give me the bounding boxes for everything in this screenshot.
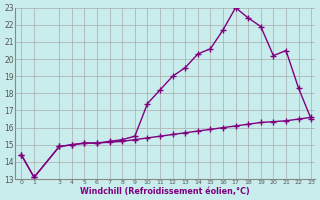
- X-axis label: Windchill (Refroidissement éolien,°C): Windchill (Refroidissement éolien,°C): [80, 187, 250, 196]
